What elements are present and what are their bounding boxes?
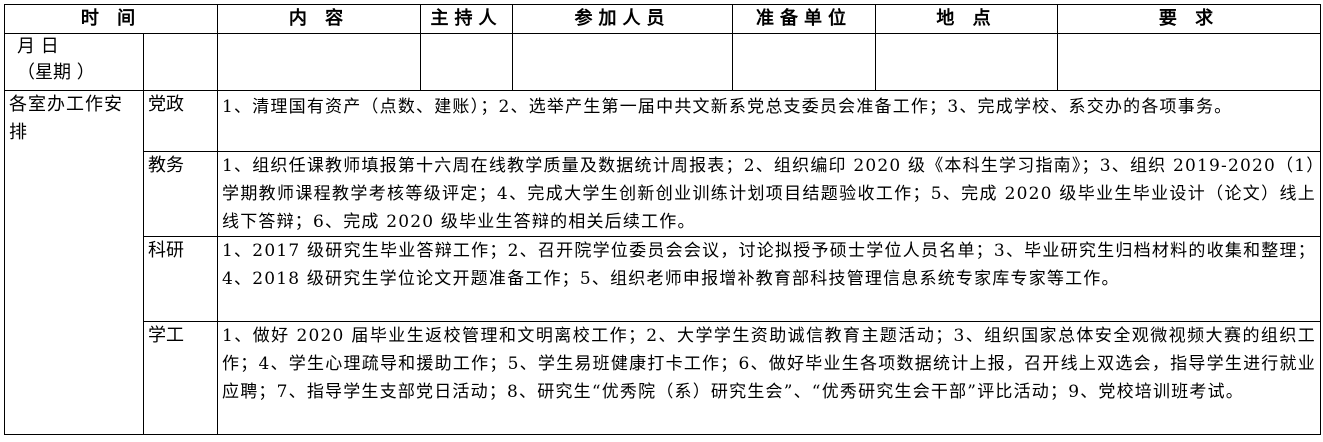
header-host: 主持人	[420, 4, 513, 34]
empty-cell[interactable]	[732, 33, 876, 91]
empty-cell[interactable]	[217, 33, 421, 91]
dept-content: 1、2017 级研究生毕业答辩工作；2、召开院学位委员会会议，讨论拟授予硕士学位…	[217, 236, 1321, 322]
empty-cell[interactable]	[420, 33, 513, 91]
header-time: 时 间	[4, 4, 218, 34]
dept-label: 党政	[143, 90, 218, 152]
dept-content: 1、清理国有资产（点数、建账）；2、选举产生第一届中共文新系党总支委员会准备工作…	[217, 90, 1321, 152]
schedule-table: 时 间 内 容 主持人 参加人员 准备单位 地 点 要 求 月 日 （星期 ） …	[4, 4, 1321, 435]
section-label: 各室办工作安排	[4, 90, 144, 435]
dept-label: 学工	[143, 321, 218, 435]
date-row: 月 日 （星期 ）	[4, 33, 1321, 91]
dept-content: 1、组织任课教师填报第十六周在线教学质量及数据统计周报表；2、组织编印 2020…	[217, 151, 1321, 237]
dept-label: 教务	[143, 151, 218, 237]
header-requirements: 要 求	[1057, 4, 1321, 34]
header-row: 时 间 内 容 主持人 参加人员 准备单位 地 点 要 求	[4, 4, 1321, 34]
header-prep-unit: 准备单位	[732, 4, 876, 34]
date-cell: 月 日 （星期 ）	[4, 33, 144, 91]
empty-cell[interactable]	[512, 33, 733, 91]
date-label: 月 日	[17, 36, 59, 57]
table-row: 学工 1、做好 2020 届毕业生返校管理和文明离校工作；2、大学学生资助诚信教…	[5, 321, 1321, 435]
header-participants: 参加人员	[512, 4, 733, 34]
empty-cell[interactable]	[875, 33, 1058, 91]
empty-cell[interactable]	[1057, 33, 1321, 91]
header-location: 地 点	[875, 4, 1058, 34]
table-row: 教务 1、组织任课教师填报第十六周在线教学质量及数据统计周报表；2、组织编印 2…	[5, 151, 1321, 237]
weekday-label: （星期 ）	[17, 62, 95, 83]
dept-label: 科研	[143, 236, 218, 322]
dept-content: 1、做好 2020 届毕业生返校管理和文明离校工作；2、大学学生资助诚信教育主题…	[217, 321, 1321, 435]
header-content: 内 容	[217, 4, 421, 34]
table-row: 各室办工作安排 党政 1、清理国有资产（点数、建账）；2、选举产生第一届中共文新…	[4, 90, 1321, 435]
table-row: 科研 1、2017 级研究生毕业答辩工作；2、召开院学位委员会会议，讨论拟授予硕…	[5, 236, 1321, 322]
empty-cell[interactable]	[143, 33, 218, 91]
